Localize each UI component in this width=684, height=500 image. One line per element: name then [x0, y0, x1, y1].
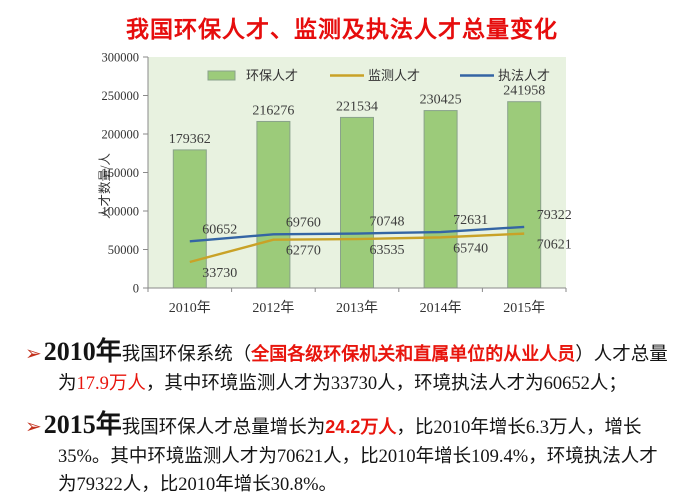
y-tick-label: 250000: [102, 89, 140, 103]
bar-2015年: [507, 101, 542, 289]
bullet-list: ➢2010年我国环保系统（全国各级环保机关和直属单位的从业人员）人才总量为17.…: [12, 332, 676, 500]
y-tick-label: 50000: [108, 243, 139, 257]
text-segment: 我国环保人才总量增长为: [121, 417, 326, 438]
text-segment: ，其中环境监测人才为33730人，环境执法人才为60652人；: [145, 374, 627, 394]
bar-value-label: 221534: [336, 99, 378, 114]
bullet-arrow-icon: ➢: [25, 413, 42, 438]
line-value-label: 70748: [370, 215, 405, 230]
x-category-label: 2012年: [252, 300, 294, 316]
bullet-item: ➢2010年我国环保系统（全国各级环保机关和直属单位的从业人员）人才总量为17.…: [12, 332, 676, 399]
line-value-label: 69760: [286, 215, 321, 230]
line-value-label: 79322: [537, 208, 572, 223]
bar-2010年: [172, 149, 207, 289]
text-segment: 我国环保系统（: [121, 345, 252, 365]
y-tick-label: 0: [133, 282, 139, 296]
page-title: 我国环保人才、监测及执法人才总量变化: [126, 16, 558, 42]
text-segment: ）人才总量为: [58, 345, 668, 394]
legend-label: 监测人才: [368, 68, 420, 83]
y-axis-title: 人才数量/人: [97, 153, 112, 219]
y-tick-label: 100000: [102, 205, 140, 219]
text-segment: ，比2010年增长6.3万人，增长35%。其中环境监测人才为70621人，比20…: [58, 417, 658, 495]
line-value-label: 72631: [453, 213, 488, 228]
line-value-label: 62770: [286, 244, 321, 259]
y-tick-label: 300000: [102, 51, 140, 65]
combo-chart: 179362 216276 221534 230425 241958 33730 62770…: [95, 48, 684, 333]
legend-label: 环保人才: [246, 68, 298, 83]
bullet-arrow-icon: ➢: [25, 341, 42, 365]
text-segment: 24.2万人: [325, 416, 397, 437]
line-value-label: 60652: [202, 222, 237, 237]
text-segment: 17.9万人: [76, 374, 146, 394]
line-执法人才: [189, 225, 525, 243]
bar-value-label: 230425: [420, 93, 462, 108]
text-segment: 全国各级环保机关和直属单位的从业人员: [251, 344, 576, 364]
legend-label: 执法人才: [498, 68, 550, 83]
legend-swatch-icon: [207, 70, 236, 81]
y-tick-label: 200000: [102, 128, 140, 142]
bar-2012年: [256, 120, 291, 289]
y-tick-label: 150000: [102, 166, 140, 180]
bar-2013年: [340, 116, 374, 289]
line-value-label: 63535: [370, 243, 405, 258]
line-value-label: 70621: [537, 238, 572, 253]
x-category-label: 2010年: [169, 300, 211, 316]
x-category-label: 2013年: [336, 300, 378, 316]
line-监测人才: [189, 232, 525, 264]
bullet-item: ➢2015年我国环保人才总量增长为24.2万人，比2010年增长6.3万人，增长…: [12, 405, 676, 500]
x-category-label: 2014年: [420, 300, 462, 316]
x-category-label: 2015年: [503, 300, 545, 316]
line-value-label: 65740: [453, 241, 488, 256]
bar-value-label: 216276: [252, 103, 294, 118]
bullet-lead-year: 2015年: [43, 409, 122, 439]
combo-chart-svg: 179362 216276 221534 230425 241958 33730 62770…: [97, 51, 572, 317]
bar-value-label: 241958: [503, 84, 545, 99]
bar-value-label: 179362: [169, 132, 211, 147]
bar-2014年: [423, 110, 458, 289]
line-value-label: 33730: [202, 266, 237, 281]
bullet-lead-year: 2010年: [43, 337, 122, 366]
